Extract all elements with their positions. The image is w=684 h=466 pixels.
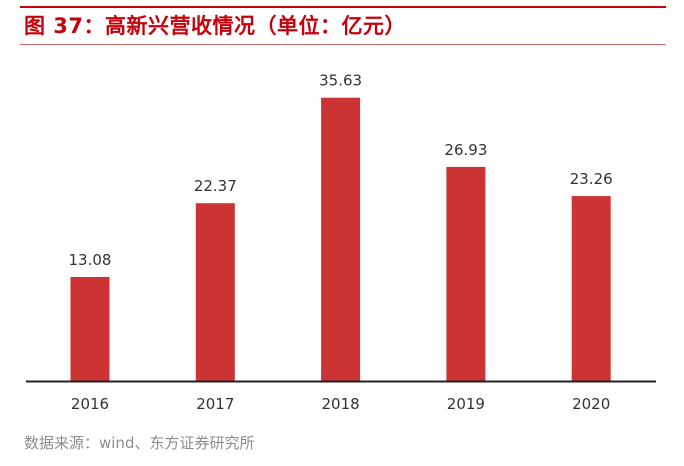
value-label-2016: 13.08 — [69, 251, 112, 269]
x-tick-2016: 2016 — [71, 395, 109, 413]
top-rule — [20, 6, 666, 8]
value-label-2017: 22.37 — [194, 177, 237, 195]
value-label-2020: 23.26 — [570, 170, 613, 188]
bar-2019 — [446, 166, 486, 381]
value-label-2018: 35.63 — [319, 72, 362, 90]
bar-2017 — [195, 203, 235, 381]
title-divider — [20, 44, 666, 45]
bar-2020 — [571, 196, 611, 381]
bar-2016 — [70, 277, 110, 381]
x-tick-2018: 2018 — [322, 395, 360, 413]
x-tick-2020: 2020 — [572, 395, 610, 413]
bar-2018 — [321, 97, 361, 381]
value-label-2019: 26.93 — [444, 141, 487, 159]
x-tick-2019: 2019 — [447, 395, 485, 413]
x-tick-2017: 2017 — [196, 395, 234, 413]
source-note: 数据来源：wind、东方证券研究所 — [24, 434, 255, 452]
chart-title: 图 37：高新兴营收情况（单位：亿元） — [24, 14, 407, 38]
